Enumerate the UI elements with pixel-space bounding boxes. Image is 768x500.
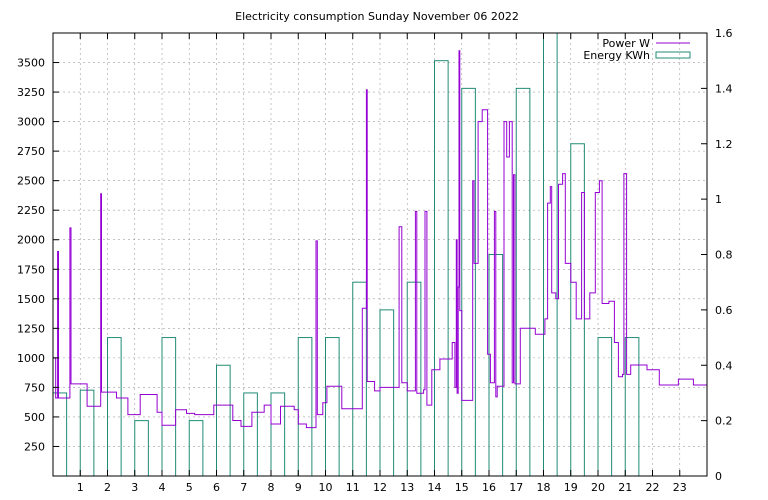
x-axis: 1 2 3 4 5 6 7 8 9 10 11 12 13 14 15 16 17 18 19 20 21 22 23 [77,33,687,494]
x-tick-label: 23 [673,481,687,494]
energy-bar [243,392,258,477]
y-tick-label: 500 [24,411,45,424]
x-tick-label: 9 [295,481,302,494]
x-tick-label: 6 [213,481,220,494]
x-tick-label: 8 [268,481,275,494]
legend-label-energy: Energy KWh [583,49,650,62]
chart-title: Electricity consumption Sunday November … [235,10,519,23]
energy-bar [543,32,558,477]
energy-bar [270,392,286,477]
energy-bar [515,87,531,477]
y-tick-label: 2250 [17,204,45,217]
y-tick-label: 750 [24,381,45,394]
x-tick-label: 1 [77,481,84,494]
x-tick-label: 21 [618,481,632,494]
y-tick-label: 1750 [17,263,45,276]
energy-bar [52,392,68,477]
x-tick-label: 10 [319,481,333,494]
x-tick-label: 20 [591,481,605,494]
energy-bar [188,420,204,477]
y-tick-label: 2750 [17,145,45,158]
x-tick-label: 15 [455,481,469,494]
energy-bar [107,337,122,477]
y2-tick-label: 0.2 [715,415,733,428]
energy-kwh-series [52,32,640,477]
energy-bar [624,337,640,477]
energy-bar [597,337,613,477]
energy-bar [297,337,313,477]
y2-tick-label: 0.4 [715,359,733,372]
power-w-series-line [53,50,707,429]
y2-tick-label: 0.6 [715,304,733,317]
y2-tick-label: 1.6 [715,27,733,40]
y-tick-label: 2000 [17,234,45,247]
energy-bar [216,364,231,477]
y2-tick-label: 0.8 [715,249,733,262]
y-axis-right: 0 0.2 0.4 0.6 0.8 1 1.2 1.4 1.6 [701,27,733,483]
legend-swatch-energy [655,51,691,59]
legend: Power W Energy KWh [583,37,691,62]
energy-bar [325,337,340,477]
x-tick-label: 2 [104,481,111,494]
x-tick-label: 19 [564,481,578,494]
energy-bar [434,60,449,477]
y2-tick-label: 1.2 [715,138,733,151]
y-tick-label: 1500 [17,293,45,306]
y2-tick-label: 0 [715,470,722,483]
x-tick-label: 16 [482,481,496,494]
legend-label-power: Power W [602,37,650,50]
x-tick-label: 13 [400,481,414,494]
x-tick-label: 14 [428,481,442,494]
x-tick-label: 18 [537,481,551,494]
energy-bar [461,87,476,477]
x-tick-label: 5 [186,481,193,494]
y-tick-label: 2500 [17,175,45,188]
x-tick-label: 12 [373,481,387,494]
x-tick-label: 11 [346,481,360,494]
x-tick-label: 3 [131,481,138,494]
energy-bar [379,309,395,477]
y-tick-label: 1250 [17,322,45,335]
energy-bar [134,420,149,477]
energy-bar [406,281,422,477]
x-tick-label: 4 [159,481,166,494]
energy-bar [570,143,585,477]
y-axis-left: 250 500 750 1000 1250 1500 1750 2000 2250 2500 275… [17,57,59,453]
y-tick-label: 3000 [17,116,45,129]
y2-tick-label: 1.4 [715,82,733,95]
x-tick-label: 17 [509,481,523,494]
y-tick-label: 3500 [17,57,45,70]
x-tick-label: 7 [240,481,247,494]
energy-bar [352,281,367,477]
y-tick-label: 1000 [17,352,45,365]
energy-bar [161,337,177,477]
y-tick-label: 3250 [17,86,45,99]
y-tick-label: 250 [24,440,45,453]
y2-tick-label: 1 [715,193,722,206]
x-tick-label: 22 [646,481,660,494]
